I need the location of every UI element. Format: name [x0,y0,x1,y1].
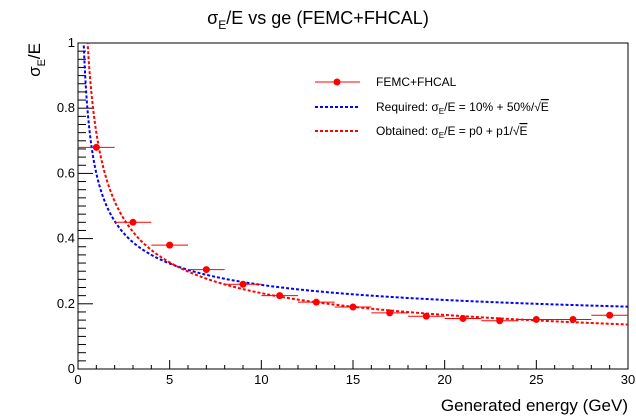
y-tick-label: 1 [68,35,75,50]
data-point [532,315,540,323]
data-point [496,317,504,325]
data-point [92,143,100,151]
y-tick-label: 0.4 [57,231,75,246]
data-point [459,314,467,322]
plot-frame [77,42,629,370]
x-tick-label: 0 [74,372,81,387]
data-point [606,311,614,319]
data-point [276,292,284,300]
chart-title: σE/E vs ge (FEMC+FHCAL) [207,8,429,32]
data-point [349,303,357,311]
axis-tick-labels: 0 5 10 15 20 25 30 0 0.2 0.4 0.6 0.8 1 [57,35,635,387]
data-point [202,266,210,274]
legend-entry-femc-fhcal: FEMC+FHCAL [376,75,457,89]
y-tick-label: 0.2 [57,296,75,311]
x-tick-label: 20 [437,372,451,387]
data-point [422,312,430,320]
x-tick-label: 10 [254,372,268,387]
data-point [166,241,174,249]
y-axis-title: σE/E [25,43,48,77]
legend-marker-point [333,78,341,86]
x-tick-label: 5 [166,372,173,387]
y-tick-label: 0.6 [57,165,75,180]
data-points [78,143,628,325]
data-point [129,218,137,226]
axis-ticks [77,42,629,370]
x-tick-label: 30 [621,372,635,387]
data-point [569,315,577,323]
x-tick-label: 15 [346,372,360,387]
y-tick-label: 0 [68,361,75,376]
x-tick-label: 25 [529,372,543,387]
fit-curve-1 [82,43,628,308]
legend: FEMC+FHCAL Required: σE/E = 10% + 50%/√E… [315,75,549,140]
legend-entry-obtained: Obtained: σE/E = p0 + p1/√E [376,124,527,140]
data-point [312,298,320,306]
x-axis-title: Generated energy (GeV) [441,396,628,415]
legend-entry-required: Required: σE/E = 10% + 50%/√E [376,100,549,116]
data-point [239,280,247,288]
fit-curves [82,43,628,326]
y-tick-label: 0.8 [57,100,75,115]
data-point [386,309,394,317]
fit-curve-2 [86,43,628,326]
